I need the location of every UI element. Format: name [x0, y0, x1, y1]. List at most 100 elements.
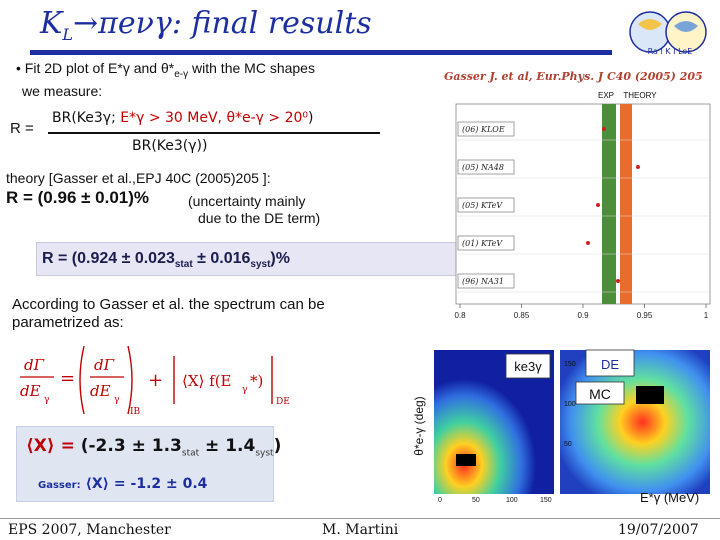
hist-x-tick: 0: [438, 497, 442, 504]
footer-conference: EPS 2007, Manchester: [8, 522, 171, 538]
title-underline: [30, 50, 612, 55]
hist-y-tick: 150: [564, 361, 576, 368]
x-stat: stat: [181, 448, 200, 459]
hist-y-tick: 100: [564, 401, 576, 408]
hist-y-tick: 50: [564, 441, 572, 448]
formula-de-label: DE: [276, 397, 290, 407]
result-box: [36, 242, 484, 276]
ratio-num-red: E*γ > 30 MeV, θ*e-γ > 20⁰: [120, 110, 309, 126]
experiment-box: [457, 235, 515, 251]
reference-citation: Gasser J. et al, Eur.Phys. J C40 (2005) …: [444, 70, 703, 83]
ratio-num-black: BR(Ke3γ;: [52, 110, 121, 126]
formula-de-2: dE: [90, 382, 111, 400]
hist-mc-label: MC: [589, 386, 611, 402]
x-measured: ⟨X⟩ = (-2.3 ± 1.3stat ± 1.4syst): [26, 436, 281, 458]
intro-text-post: with the MC shapes: [188, 60, 315, 76]
hist-ke3-label: ke3γ: [514, 359, 542, 374]
experiment-box: [457, 121, 515, 137]
formula-sub-3: γ: [242, 385, 247, 395]
parametrization-text: According to Gasser et al. the spectrum …: [12, 296, 325, 331]
experiment-point: [636, 165, 640, 169]
hist-x-tick: 150: [540, 497, 552, 504]
x-gasser-value: ⟨X⟩ = -1.2 ± 0.4: [85, 476, 208, 492]
slide-title: KL→πeνγ: final results: [40, 6, 372, 44]
x-tick-label: 0.85: [514, 311, 530, 320]
x-tick-label: 1: [704, 311, 709, 320]
result-post: )%: [270, 250, 290, 267]
experiment-box: [457, 159, 515, 175]
experiment-label: (05) KTeV: [462, 201, 503, 210]
intro-line2: we measure:: [22, 82, 103, 99]
hist2d-panel: θ*e-γ (deg) ke3γ DE MC 150 100 50 0 50 100 15…: [412, 349, 710, 504]
band-label-exp: EXP: [598, 91, 614, 100]
ratio-lhs: R =: [10, 120, 34, 137]
formula-sub-2: γ: [114, 395, 119, 405]
x-gasser: Gasser: ⟨X⟩ = -1.2 ± 0.4: [38, 476, 207, 492]
ratio-num-close: ): [308, 110, 314, 126]
experiment-label: (06) KLOE: [462, 125, 505, 134]
theory-line: theory [Gasser et al.,EPJ 40C (2005)205 …: [6, 170, 271, 186]
experiment-box: [457, 273, 515, 289]
footer-date: 19/07/2007: [618, 522, 699, 538]
formula-eq: =: [60, 368, 75, 389]
hist-x-tick: 100: [506, 497, 518, 504]
formula-x: ⟨X⟩ f(E: [182, 372, 232, 390]
experiment-point: [602, 127, 606, 131]
theory-value: R = (0.96 ± 0.01)%: [6, 188, 150, 207]
ratio-denominator: BR(Ke3(γ)): [132, 138, 208, 154]
exp-band: [602, 104, 616, 304]
title-rest: →πeνγ: final results: [73, 6, 372, 41]
intro-text: • Fit 2D plot of E*: [16, 60, 123, 76]
intro-text-mid: and θ*: [129, 60, 175, 76]
theory-band: [620, 104, 632, 304]
result-syst: syst: [250, 259, 271, 271]
hist-mc-map: [560, 350, 710, 494]
experiment-label: (01) KTeV: [462, 239, 503, 248]
result-stat: stat: [174, 259, 193, 271]
logo-text: Ra I K I LoE: [648, 47, 693, 56]
footer-rule: [0, 518, 720, 519]
x-mid: ± 1.4: [199, 436, 256, 456]
comparison-plot: EXP THEORY (06) KLOE (05) NA48 (05) KTeV (01…: [454, 91, 711, 320]
intro-gamma: γ: [122, 60, 130, 76]
hist-x-tick: 50: [472, 497, 480, 504]
hist-ylabel: θ*e-γ (deg): [412, 396, 426, 455]
kloe-logo: Ra I K I LoE: [628, 2, 712, 60]
theory-note-2: due to the DE term): [198, 210, 321, 226]
measured-result: R = (0.924 ± 0.023stat ± 0.016syst)%: [42, 250, 290, 270]
result-pre: R = (0.924 ± 0.023: [42, 250, 175, 267]
hist-xlabel: E*γ (MeV): [640, 490, 700, 505]
formula-plus: +: [148, 370, 163, 391]
theory-note-1: (uncertainty mainly: [188, 193, 306, 209]
x-gasser-label: Gasser:: [38, 480, 81, 491]
fraction-bar: [48, 132, 380, 134]
hist-mc-peak: [636, 386, 664, 404]
band-label-theory: THEORY: [623, 91, 657, 100]
x-tick-label: 0.8: [454, 311, 466, 320]
experiment-point: [586, 241, 590, 245]
title-k: K: [40, 6, 63, 41]
spectrum-formula: dΓ dE γ = dΓ dE γ IB + ⟨X⟩ f(E γ *) DE: [20, 345, 290, 417]
experiment-label: (05) NA48: [462, 163, 504, 172]
hist-de-label: DE: [601, 357, 619, 372]
x-result-box: [16, 426, 274, 502]
ratio-numerator: BR(Ke3γ; E*γ > 30 MeV, θ*e-γ > 20⁰): [52, 110, 314, 126]
formula-dgamma-2: dΓ: [94, 356, 115, 374]
title-k-sub: L: [62, 25, 74, 44]
formula-de: dE: [20, 382, 41, 400]
x-tick-label: 0.9: [577, 311, 589, 320]
experiment-point: [616, 279, 620, 283]
x-close: ): [273, 436, 282, 456]
x-lhs: ⟨X⟩ =: [26, 436, 81, 456]
theory-note: (uncertainty mainly due to the DE term): [188, 193, 368, 227]
result-mid: ± 0.016: [192, 250, 251, 267]
x-syst: syst: [255, 448, 274, 459]
footer-author: M. Martini: [322, 522, 399, 538]
hist-ke3-peak: [456, 454, 476, 466]
experiment-label: (96) NA31: [462, 277, 504, 286]
formula-dgamma: dΓ: [24, 356, 45, 374]
x-tick-label: 0.95: [637, 311, 653, 320]
x-value: (-2.3 ± 1.3: [80, 436, 182, 456]
intro-bullet: • Fit 2D plot of E*γ and θ*e-γ with the …: [16, 60, 376, 100]
formula-fclose: *): [250, 372, 263, 390]
